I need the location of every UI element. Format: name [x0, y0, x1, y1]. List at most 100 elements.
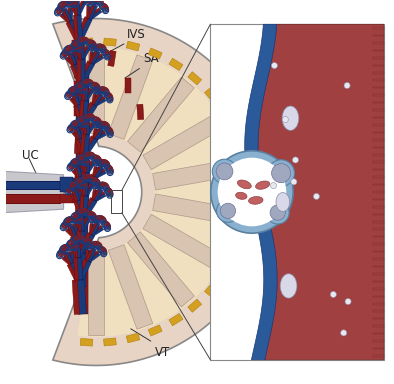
- Polygon shape: [104, 38, 116, 46]
- Polygon shape: [76, 0, 84, 14]
- Polygon shape: [373, 296, 384, 297]
- Polygon shape: [373, 281, 384, 282]
- Polygon shape: [373, 310, 384, 312]
- Polygon shape: [373, 132, 384, 133]
- Polygon shape: [92, 188, 101, 200]
- Polygon shape: [128, 232, 194, 307]
- Polygon shape: [373, 102, 384, 103]
- Circle shape: [270, 205, 285, 220]
- Polygon shape: [78, 47, 241, 337]
- Polygon shape: [75, 177, 84, 194]
- Polygon shape: [69, 52, 77, 65]
- Polygon shape: [87, 4, 95, 18]
- Polygon shape: [373, 333, 384, 334]
- Polygon shape: [79, 253, 86, 287]
- Polygon shape: [82, 87, 85, 101]
- Polygon shape: [204, 88, 218, 102]
- Polygon shape: [373, 348, 384, 349]
- Polygon shape: [81, 218, 91, 232]
- Polygon shape: [125, 78, 132, 93]
- Polygon shape: [75, 139, 84, 156]
- Polygon shape: [73, 189, 80, 200]
- Polygon shape: [78, 260, 91, 281]
- Polygon shape: [69, 8, 73, 21]
- Polygon shape: [87, 251, 98, 260]
- Polygon shape: [81, 184, 87, 196]
- Polygon shape: [373, 117, 384, 118]
- Text: SA: SA: [144, 53, 159, 65]
- Polygon shape: [75, 94, 79, 104]
- Polygon shape: [81, 216, 84, 231]
- Polygon shape: [76, 15, 83, 40]
- Polygon shape: [79, 192, 89, 223]
- Polygon shape: [67, 227, 76, 237]
- Polygon shape: [82, 100, 89, 122]
- Polygon shape: [94, 189, 103, 201]
- Polygon shape: [73, 194, 81, 204]
- Circle shape: [217, 199, 240, 222]
- Polygon shape: [0, 171, 63, 213]
- Polygon shape: [81, 174, 94, 191]
- Polygon shape: [77, 94, 82, 105]
- Polygon shape: [91, 225, 102, 234]
- Polygon shape: [373, 228, 384, 230]
- Polygon shape: [83, 88, 92, 100]
- Polygon shape: [137, 104, 144, 120]
- Polygon shape: [94, 193, 106, 202]
- Polygon shape: [86, 124, 95, 135]
- Polygon shape: [91, 94, 95, 105]
- Polygon shape: [62, 257, 71, 266]
- Ellipse shape: [256, 181, 270, 189]
- Polygon shape: [258, 24, 384, 360]
- Ellipse shape: [276, 192, 290, 212]
- Polygon shape: [373, 27, 384, 29]
- Polygon shape: [81, 46, 91, 60]
- Polygon shape: [219, 263, 231, 277]
- Polygon shape: [373, 124, 384, 126]
- Polygon shape: [91, 52, 95, 63]
- Polygon shape: [373, 79, 384, 81]
- Polygon shape: [80, 234, 95, 254]
- Polygon shape: [80, 172, 85, 192]
- Polygon shape: [77, 1, 86, 15]
- Polygon shape: [79, 217, 89, 250]
- Polygon shape: [85, 89, 94, 101]
- Polygon shape: [80, 59, 85, 81]
- Text: MVM: MVM: [355, 320, 383, 333]
- Polygon shape: [79, 185, 85, 197]
- Polygon shape: [94, 94, 103, 106]
- Polygon shape: [72, 170, 80, 179]
- Polygon shape: [72, 132, 80, 140]
- Polygon shape: [373, 266, 384, 267]
- Polygon shape: [80, 62, 95, 83]
- Polygon shape: [66, 22, 78, 42]
- Polygon shape: [72, 280, 80, 314]
- Polygon shape: [69, 3, 78, 17]
- Polygon shape: [0, 180, 60, 189]
- Polygon shape: [76, 104, 87, 122]
- Polygon shape: [93, 94, 98, 105]
- Polygon shape: [67, 264, 79, 282]
- Ellipse shape: [280, 274, 297, 298]
- Polygon shape: [79, 128, 84, 138]
- Circle shape: [266, 201, 289, 224]
- Polygon shape: [373, 35, 384, 36]
- Polygon shape: [373, 50, 384, 51]
- Polygon shape: [63, 255, 73, 264]
- Circle shape: [270, 182, 277, 189]
- Circle shape: [220, 203, 236, 218]
- Polygon shape: [77, 166, 81, 176]
- Polygon shape: [373, 191, 384, 193]
- Polygon shape: [95, 128, 104, 140]
- Polygon shape: [373, 199, 384, 200]
- Polygon shape: [79, 121, 89, 154]
- Polygon shape: [204, 282, 218, 296]
- Polygon shape: [373, 65, 384, 66]
- Polygon shape: [69, 252, 71, 263]
- Polygon shape: [88, 248, 96, 262]
- Polygon shape: [92, 227, 104, 236]
- Polygon shape: [86, 6, 89, 19]
- Polygon shape: [82, 196, 89, 217]
- Polygon shape: [88, 8, 100, 18]
- Polygon shape: [108, 55, 153, 139]
